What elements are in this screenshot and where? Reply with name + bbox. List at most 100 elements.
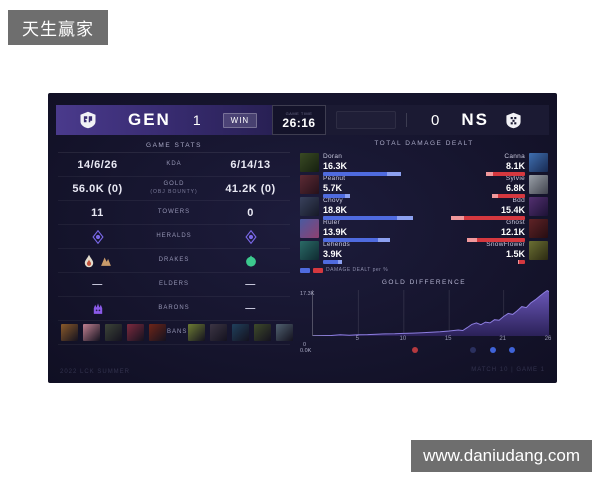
damage-value: 18.8K <box>323 204 348 215</box>
damage-row: Chovy 18.8K Bdd 15.4K <box>300 197 548 221</box>
ban-portrait <box>61 324 78 341</box>
damage-value: 1.5K <box>505 248 525 259</box>
x-tick-label: 5 <box>355 336 359 342</box>
damage-title: TOTAL DAMAGE DEALT <box>374 140 474 147</box>
champion-portrait <box>529 219 548 238</box>
site-tag: 天生赢家 <box>8 10 108 45</box>
ban-portrait <box>232 324 250 341</box>
champion-portrait <box>300 175 319 194</box>
damage-bar-track <box>323 216 419 221</box>
stat-label: BARONS <box>158 304 190 311</box>
ban-portrait <box>83 324 100 341</box>
damage-legend: DAMAGE DEALT per % <box>300 267 548 273</box>
champion-portrait <box>529 197 548 216</box>
event-marker-dot <box>412 347 419 353</box>
blue-player: Doran 16.3K <box>300 153 424 177</box>
match-game-label: MATCH 10 | GAME 1 <box>471 367 545 373</box>
right-team-stat <box>211 229 290 244</box>
x-tick-label: 10 <box>399 336 407 342</box>
player-damage-info: Doran 16.3K <box>323 153 419 177</box>
player-name: SnowFlower <box>486 241 525 248</box>
damage-value: 13.9K <box>323 226 348 237</box>
left-team-stat <box>58 302 137 316</box>
ban-portrait <box>149 324 166 341</box>
red-player: Bdd 15.4K <box>424 197 548 221</box>
mountain-drake-icon <box>99 254 113 268</box>
blue-player: Peanut 5.7K <box>300 175 424 199</box>
player-name: Chovy <box>323 197 343 204</box>
damage-bar <box>517 260 525 265</box>
gold-area-svg <box>312 289 550 337</box>
ban-portrait <box>210 324 228 341</box>
game-stats-title: GAME STATS <box>58 139 290 153</box>
ban-portrait <box>254 324 272 341</box>
x-tick-label: 21 <box>499 336 507 342</box>
blue-player: Ruler 13.9K <box>300 219 424 243</box>
ocean-drake-icon <box>244 254 258 268</box>
herald-icon <box>244 229 258 244</box>
game-timer: GAME TIME 26:16 <box>272 105 326 135</box>
x-tick-label: 15 <box>444 336 452 342</box>
left-team-stat: 56.0K (0) <box>58 183 137 195</box>
player-name: Peanut <box>323 175 346 182</box>
league-label: 2022 LCK SUMMER <box>60 369 131 375</box>
champion-portrait <box>529 175 548 194</box>
blue-player: Lehends 3.9K <box>300 241 424 265</box>
herald-icon <box>91 229 105 244</box>
damage-bar <box>486 172 525 177</box>
game-stats-panel: GAME STATS 14/6/26 KDA 6/14/13 56.0K (0) GOL… <box>58 139 294 345</box>
right-team-stat: 0 <box>211 207 290 219</box>
red-player: Sylvie 6.8K <box>424 175 548 199</box>
red-team-swatch <box>313 267 323 273</box>
stat-value: 0 <box>247 206 254 219</box>
right-team-stat: 6/14/13 <box>211 159 290 171</box>
player-damage-info: Lehends 3.9K <box>323 241 419 265</box>
champion-portrait <box>300 197 319 216</box>
stat-row-kda: 14/6/26 KDA 6/14/13 <box>58 153 290 177</box>
ban-portrait <box>188 324 206 341</box>
header-left-team-area: GEN 1 WIN <box>56 105 272 135</box>
player-damage-info: Peanut 5.7K <box>323 175 419 199</box>
damage-value: 5.7K <box>323 182 343 193</box>
stat-label: KDA <box>166 160 182 167</box>
damage-bar <box>492 194 525 199</box>
x-tick-label: 26 <box>544 336 552 342</box>
stat-value: — <box>245 279 256 290</box>
stat-row-barons: BARONS — <box>58 297 290 321</box>
champion-portrait <box>529 241 548 260</box>
stat-value: 11 <box>91 206 104 219</box>
blue-player: Chovy 18.8K <box>300 197 424 221</box>
stat-row-heralds: HERALDS <box>58 225 290 249</box>
header-right-team-area: 0 NS <box>326 105 549 135</box>
champion-portrait <box>300 241 319 260</box>
damage-bar-track <box>429 216 525 221</box>
nongshim-logo-icon <box>503 110 523 130</box>
damage-bar-track <box>429 260 525 265</box>
left-team-score: 1 <box>192 112 201 128</box>
blue-team-swatch <box>300 267 310 273</box>
left-team-stat <box>58 324 167 341</box>
player-damage-info: Chovy 18.8K <box>323 197 419 221</box>
damage-row: Doran 16.3K Canna 8.1K <box>300 153 548 177</box>
stat-row-gold: 56.0K (0) GOLD (OBJ BOUNTY) 41.2K (0) <box>58 177 290 201</box>
match-header: GEN 1 WIN GAME TIME 26:16 0 NS <box>56 105 549 135</box>
player-damage-info: SnowFlower 1.5K <box>429 241 525 265</box>
baron-icon <box>91 302 105 316</box>
stat-row-drakes: DRAKES <box>58 249 290 273</box>
player-damage-info: Ghost 12.1K <box>429 219 525 243</box>
timer-caption: GAME TIME <box>285 110 313 116</box>
damage-bar <box>466 238 525 243</box>
stat-label: GOLD (OBJ BOUNTY) <box>150 181 198 196</box>
gold-area-plot <box>312 289 550 337</box>
event-marker-dot <box>469 347 476 353</box>
y-axis-zero: 0 <box>303 342 307 348</box>
faded-stat-box <box>336 111 396 129</box>
damage-bar <box>451 216 525 221</box>
damage-value: 16.3K <box>323 160 348 171</box>
left-team-stat: — <box>58 279 137 290</box>
right-team-stat: 41.2K (0) <box>211 183 290 195</box>
damage-value: 3.9K <box>323 248 343 259</box>
right-team-name: NS <box>461 110 489 129</box>
player-damage-info: Bdd 15.4K <box>429 197 525 221</box>
